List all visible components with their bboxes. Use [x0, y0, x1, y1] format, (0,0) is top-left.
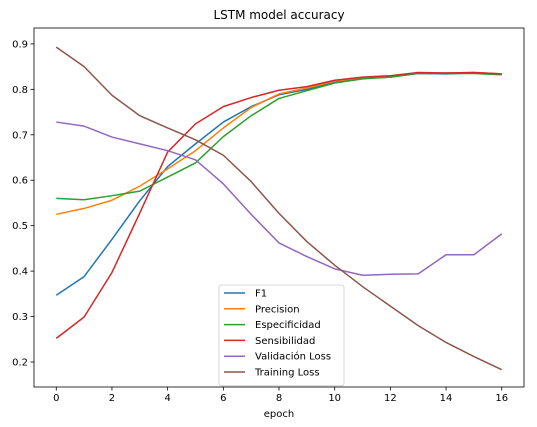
legend-label: F1: [255, 289, 267, 300]
x-tick-label: 12: [384, 393, 397, 404]
series-line-especificidad: [56, 72, 502, 201]
plot-lines: [55, 46, 503, 371]
y-tick-label: 0.4: [12, 267, 28, 278]
x-tick-label: 2: [109, 393, 115, 404]
legend-frame: [218, 284, 345, 387]
x-tick-label: 4: [164, 393, 170, 404]
x-tick-label: 8: [276, 393, 282, 404]
x-axis-title: epoch: [264, 409, 294, 420]
y-tick-label: 0.5: [12, 221, 28, 232]
y-tick-label: 0.2: [12, 358, 28, 369]
x-tick-label: 0: [53, 393, 59, 404]
legend-label: Sensibilidad: [255, 336, 315, 347]
y-tick-label: 0.8: [12, 85, 28, 96]
y-tick-label: 0.3: [12, 312, 28, 323]
x-tick-label: 16: [495, 393, 508, 404]
series-line-validacion-loss: [56, 121, 503, 276]
x-tick-label: 14: [440, 393, 453, 404]
y-axis-ticks: 0.2 0.3 0.4 0.5 0.6 0.7 0.8 0.9: [12, 39, 34, 369]
chart-title: LSTM model accuracy: [213, 8, 344, 22]
legend-label: Validación Loss: [255, 351, 331, 363]
y-tick-label: 0.9: [12, 39, 28, 50]
legend-label: Training Loss: [254, 368, 320, 379]
y-tick-label: 0.7: [12, 130, 28, 141]
x-axis-ticks: 0 2 4 6 8 10 12 14 16: [53, 387, 508, 404]
series-line-precision: [56, 71, 502, 216]
legend-label: Especificidad: [255, 320, 321, 331]
legend: F1 Precision Especificidad Sensibilidad Vali…: [218, 284, 345, 387]
series-line-training-loss: [55, 46, 503, 371]
series-line-sensibilidad: [55, 71, 502, 339]
y-tick-label: 0.6: [12, 176, 28, 187]
x-tick-label: 6: [220, 393, 226, 404]
legend-label: Precision: [255, 304, 300, 315]
x-tick-label: 10: [328, 393, 341, 404]
